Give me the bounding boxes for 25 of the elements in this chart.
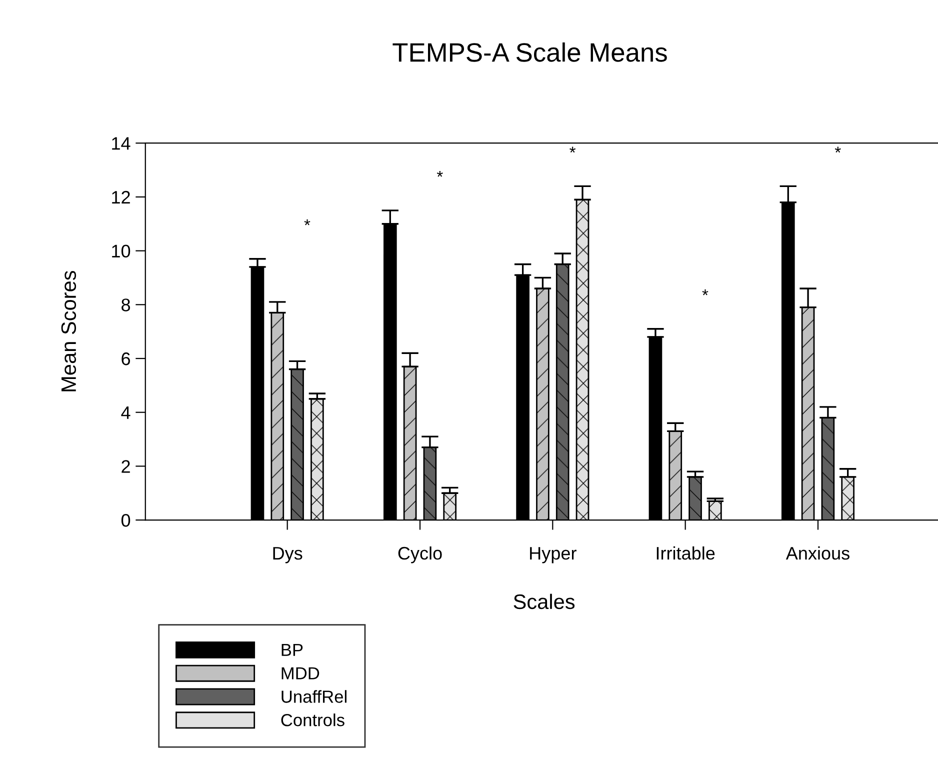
y-tick-label: 2 [122,460,130,473]
y-tick-label: 12 [112,190,130,204]
x-axis-title: Scales [514,594,575,610]
x-tick-label: Hyper [530,547,576,564]
y-tick-label: 10 [112,244,130,258]
y-tick-label: 4 [121,406,130,419]
legend-label: Controls [281,714,344,726]
x-tick-label: Irritable [656,546,715,560]
annotation: * [436,170,443,177]
legend-label: UnaffRel [282,690,346,703]
annotation: * [304,219,310,226]
annotation: * [834,146,841,153]
x-tick-label: Cyclo [398,546,442,564]
x-tick-label: Anxious [786,546,850,560]
annotation: * [702,289,708,296]
chart-title: TEMPS-A Scale Means [392,42,667,62]
y-axis-title: Mean Scores [61,270,76,392]
legend-label: MDD [282,667,320,680]
x-tick-label: Dys [273,547,302,564]
annotation: * [570,146,576,153]
y-tick-label: 14 [112,137,130,150]
legend-label: BP [282,644,303,656]
y-tick-label: 6 [122,352,130,366]
y-tick-label: 0 [121,514,130,527]
y-tick-label: 8 [122,298,130,312]
